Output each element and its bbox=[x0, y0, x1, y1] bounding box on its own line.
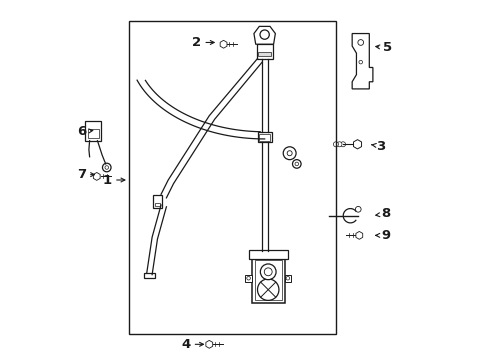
Circle shape bbox=[260, 30, 270, 39]
Circle shape bbox=[102, 163, 111, 172]
Bar bbox=[249, 249, 288, 258]
Bar bbox=[144, 273, 155, 278]
Circle shape bbox=[286, 276, 290, 280]
Bar bbox=[258, 52, 271, 56]
Polygon shape bbox=[94, 172, 100, 180]
Polygon shape bbox=[220, 40, 227, 48]
Circle shape bbox=[341, 142, 345, 147]
Bar bbox=[129, 21, 336, 334]
Circle shape bbox=[359, 60, 363, 64]
Text: 5: 5 bbox=[383, 41, 392, 54]
Circle shape bbox=[337, 142, 342, 147]
Text: 6: 6 bbox=[77, 125, 86, 138]
Bar bbox=[255, 260, 282, 300]
Bar bbox=[245, 275, 252, 282]
Circle shape bbox=[247, 276, 250, 280]
Text: 8: 8 bbox=[382, 207, 391, 220]
Circle shape bbox=[283, 147, 296, 159]
Bar bbox=[85, 121, 101, 141]
Text: 9: 9 bbox=[382, 229, 391, 242]
Bar bbox=[155, 203, 160, 206]
Text: 4: 4 bbox=[181, 338, 191, 351]
Text: 2: 2 bbox=[192, 36, 201, 49]
Polygon shape bbox=[356, 231, 363, 239]
Circle shape bbox=[355, 206, 361, 212]
Bar bbox=[257, 44, 272, 59]
Text: 3: 3 bbox=[376, 140, 385, 153]
Circle shape bbox=[105, 166, 109, 169]
Circle shape bbox=[333, 142, 339, 147]
Bar bbox=[285, 275, 291, 282]
Circle shape bbox=[258, 279, 279, 300]
Circle shape bbox=[295, 162, 298, 166]
Circle shape bbox=[358, 40, 364, 45]
Text: 7: 7 bbox=[77, 168, 86, 181]
Polygon shape bbox=[353, 140, 362, 149]
Polygon shape bbox=[254, 26, 275, 44]
Circle shape bbox=[264, 268, 272, 276]
Bar bbox=[252, 257, 285, 303]
Bar bbox=[258, 132, 272, 143]
Polygon shape bbox=[352, 33, 373, 89]
Polygon shape bbox=[206, 341, 213, 348]
Bar bbox=[259, 134, 270, 141]
Circle shape bbox=[260, 264, 276, 280]
Bar bbox=[153, 195, 162, 208]
Text: 1: 1 bbox=[103, 174, 112, 186]
Circle shape bbox=[293, 159, 301, 168]
Bar bbox=[88, 129, 98, 138]
Circle shape bbox=[287, 151, 292, 156]
